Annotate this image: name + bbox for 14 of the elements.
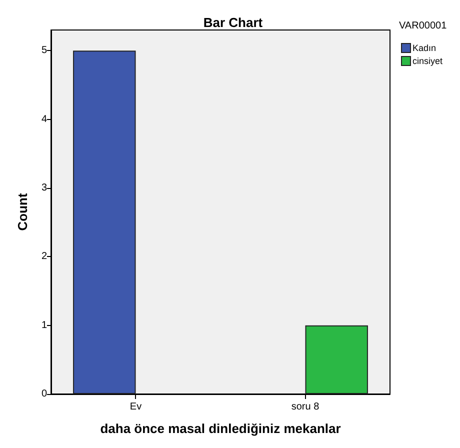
y-tick-label: 5 (41, 45, 48, 56)
legend-title: VAR00001 (399, 20, 448, 32)
x-tick-label: soru 8 (291, 402, 320, 412)
x-tick-label: Ev (130, 402, 142, 412)
legend-label: Kadın (412, 43, 436, 53)
y-tick-label: 2 (41, 251, 48, 262)
y-tick-label: 3 (41, 182, 48, 194)
x-axis-title: daha önce masal dinlediğiniz mekanlar (100, 421, 341, 436)
y-axis-title: Count (15, 192, 30, 231)
chart-title: Bar Chart (203, 15, 264, 30)
legend-label: cinsiyet (412, 56, 444, 66)
y-tick-label: 1 (41, 320, 48, 331)
y-tick-label: 4 (41, 114, 48, 125)
y-tick-label: 0 (41, 388, 48, 400)
